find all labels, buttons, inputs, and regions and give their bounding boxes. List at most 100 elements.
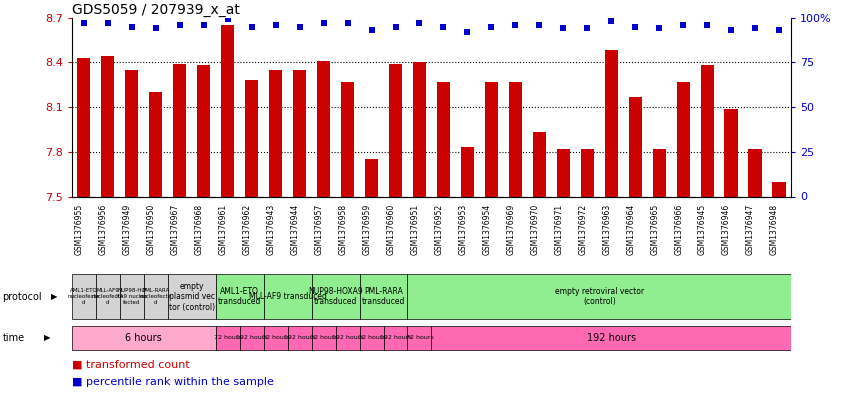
Bar <box>264 274 311 320</box>
Point <box>365 27 378 33</box>
Text: GSM1376967: GSM1376967 <box>171 204 179 255</box>
Text: GSM1376947: GSM1376947 <box>746 204 755 255</box>
Text: GSM1376951: GSM1376951 <box>410 204 420 255</box>
Point <box>413 20 426 26</box>
Bar <box>197 65 211 196</box>
Point <box>485 24 498 30</box>
Bar <box>431 325 791 351</box>
Text: GSM1376954: GSM1376954 <box>482 204 492 255</box>
Text: GSM1376955: GSM1376955 <box>75 204 84 255</box>
Bar <box>749 149 761 196</box>
Text: 192 hours: 192 hours <box>332 336 364 340</box>
Bar <box>360 274 408 320</box>
Text: NUP98-HOXA9
transduced: NUP98-HOXA9 transduced <box>308 287 363 307</box>
Bar <box>341 82 354 196</box>
Bar <box>413 62 426 196</box>
Bar <box>72 274 96 320</box>
Bar <box>461 147 474 196</box>
Point <box>508 22 522 28</box>
Text: GSM1376963: GSM1376963 <box>602 204 611 255</box>
Text: 192 hours: 192 hours <box>586 333 636 343</box>
Text: MLL-AF9 transduced: MLL-AF9 transduced <box>249 292 327 301</box>
Text: 192 hours: 192 hours <box>236 336 267 340</box>
Bar <box>437 82 450 196</box>
Point <box>269 22 283 28</box>
Bar <box>311 274 360 320</box>
Text: AML1-ETO
nucleofecte
d: AML1-ETO nucleofecte d <box>68 288 100 305</box>
Text: time: time <box>3 333 25 343</box>
Text: 192 hours: 192 hours <box>380 336 411 340</box>
Point <box>125 24 139 30</box>
Text: GSM1376969: GSM1376969 <box>507 204 515 255</box>
Bar <box>383 325 408 351</box>
Bar <box>239 325 264 351</box>
Bar <box>120 274 144 320</box>
Text: empty
plasmid vec
tor (control): empty plasmid vec tor (control) <box>168 282 215 312</box>
Text: GSM1376944: GSM1376944 <box>291 204 299 255</box>
Bar <box>216 325 239 351</box>
Text: GSM1376949: GSM1376949 <box>123 204 132 255</box>
Bar <box>772 182 786 196</box>
Bar <box>408 274 791 320</box>
Bar <box>485 82 498 196</box>
Text: GSM1376961: GSM1376961 <box>219 204 228 255</box>
Text: GSM1376945: GSM1376945 <box>698 204 707 255</box>
Text: GSM1376950: GSM1376950 <box>147 204 156 255</box>
Point <box>604 18 618 24</box>
Bar <box>173 64 186 196</box>
Text: GSM1376968: GSM1376968 <box>195 204 204 255</box>
Text: AML1-ETO
transduced: AML1-ETO transduced <box>218 287 261 307</box>
Bar <box>311 325 336 351</box>
Bar <box>72 325 216 351</box>
Bar <box>605 50 618 196</box>
Point <box>724 27 738 33</box>
Bar <box>221 25 234 196</box>
Text: GSM1376965: GSM1376965 <box>651 204 659 255</box>
Text: GSM1376971: GSM1376971 <box>554 204 563 255</box>
Text: 72 hours: 72 hours <box>261 336 289 340</box>
Text: 6 hours: 6 hours <box>125 333 162 343</box>
Text: GSM1376952: GSM1376952 <box>435 204 443 255</box>
Point <box>341 20 354 26</box>
Bar <box>360 325 383 351</box>
Point <box>700 22 714 28</box>
Text: GSM1376957: GSM1376957 <box>315 204 323 255</box>
Bar <box>96 274 120 320</box>
Text: GSM1376962: GSM1376962 <box>243 204 252 255</box>
Text: 72 hours: 72 hours <box>358 336 386 340</box>
Text: GSM1376972: GSM1376972 <box>579 204 587 255</box>
Text: 72 hours: 72 hours <box>310 336 338 340</box>
Bar <box>149 92 162 196</box>
Text: GSM1376948: GSM1376948 <box>770 204 779 255</box>
Bar <box>77 58 91 196</box>
Text: GSM1376956: GSM1376956 <box>99 204 107 255</box>
Bar <box>389 64 402 196</box>
Point <box>437 24 450 30</box>
Bar <box>336 325 360 351</box>
Point <box>677 22 690 28</box>
Bar <box>125 70 139 196</box>
Point <box>652 25 666 31</box>
Bar <box>724 108 738 196</box>
Point <box>772 27 786 33</box>
Bar <box>677 82 689 196</box>
Text: GDS5059 / 207939_x_at: GDS5059 / 207939_x_at <box>72 3 239 17</box>
Point <box>629 24 642 30</box>
Text: NUP98-HO
XA9 nucleo
fected: NUP98-HO XA9 nucleo fected <box>117 288 147 305</box>
Bar <box>269 70 283 196</box>
Text: empty retroviral vector
(control): empty retroviral vector (control) <box>555 287 644 307</box>
Text: ▶: ▶ <box>51 292 58 301</box>
Point <box>77 20 91 26</box>
Bar <box>245 80 258 196</box>
Point <box>388 24 403 30</box>
Text: PML-RARA
transduced: PML-RARA transduced <box>362 287 405 307</box>
Bar <box>700 65 714 196</box>
Text: GSM1376958: GSM1376958 <box>338 204 348 255</box>
Text: ■ transformed count: ■ transformed count <box>72 360 190 370</box>
Point <box>460 29 474 35</box>
Bar <box>317 61 330 196</box>
Bar <box>102 57 114 196</box>
Bar <box>629 97 642 196</box>
Point <box>101 20 114 26</box>
Text: GSM1376953: GSM1376953 <box>459 204 467 255</box>
